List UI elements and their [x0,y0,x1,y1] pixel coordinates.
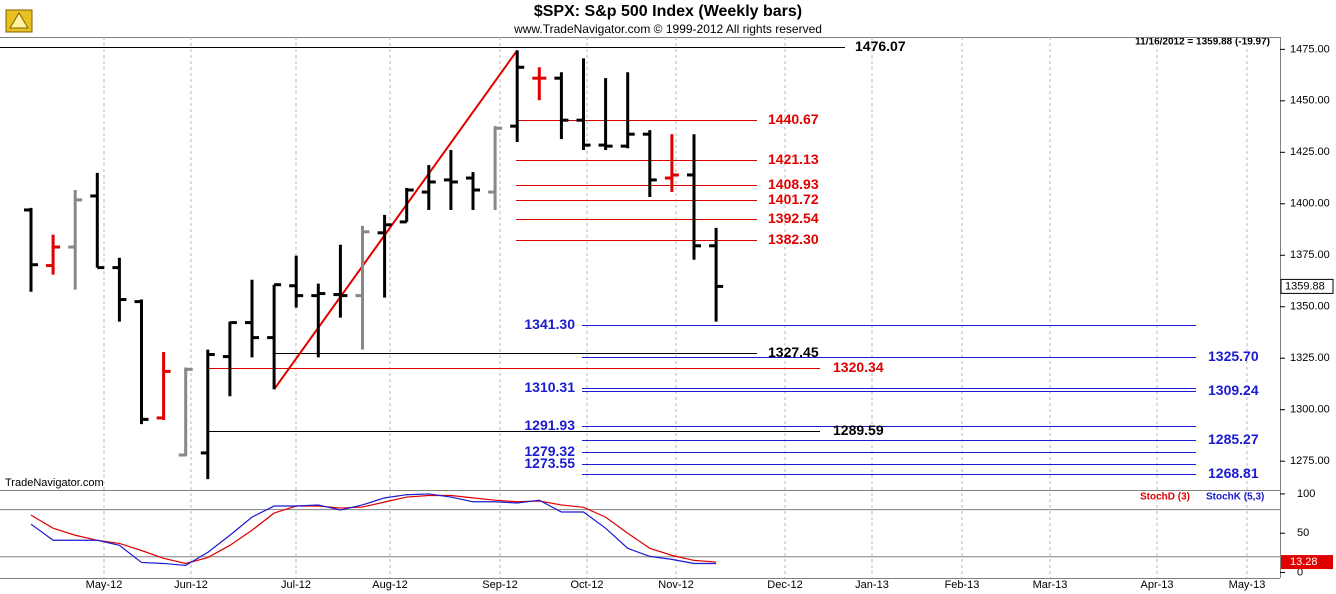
legend-entry: StochD (3) [1140,492,1190,503]
y-tick-label: 50 [1297,527,1309,539]
y-tick-label: 1375.00 [1290,249,1330,261]
level-label: 1273.55 [524,455,575,471]
level-label: 1382.30 [768,231,819,247]
x-tick-label: Aug-12 [372,579,407,591]
level-label: 1440.67 [768,111,819,127]
y-tick-label: 100 [1297,488,1315,500]
trendline [273,49,519,390]
level-label: 1421.13 [768,151,819,167]
level-label: 1285.27 [1208,431,1259,447]
y-tick-label: 1300.00 [1290,404,1330,416]
stoch-line [30,493,717,567]
x-tick-label: Jan-13 [855,579,889,591]
last-value-box [1281,555,1333,570]
level-label: 1341.30 [524,316,575,332]
last-value-label: 13.28 [1290,556,1318,568]
x-tick-label: Nov-12 [658,579,693,591]
last-price-label: 1359.88 [1285,280,1325,292]
logo-mark [9,12,29,29]
y-tick-label: 1350.00 [1290,301,1330,313]
stoch-line [30,494,717,565]
y-tick-label: 1475.00 [1290,43,1330,55]
legend-entry: StochK (5,3) [1206,492,1264,503]
x-tick-label: Dec-12 [767,579,802,591]
level-label: 1320.34 [833,359,884,375]
chart-title: $SPX: S&p 500 Index (Weekly bars) [534,3,802,20]
x-tick-label: Jun-12 [174,579,208,591]
level-label: 1401.72 [768,191,819,207]
y-tick-label: 1450.00 [1290,95,1330,107]
price-info: 11/16/2012 = 1359.88 (-19.97) [1135,37,1270,48]
y-tick-label: 1325.00 [1290,352,1330,364]
x-tick-label: Apr-13 [1140,579,1173,591]
x-tick-label: Jul-12 [281,579,311,591]
level-label: 1310.31 [524,379,575,395]
level-label: 1289.59 [833,422,884,438]
level-label: 1476.07 [855,38,906,54]
x-tick-label: Sep-12 [482,579,517,591]
logo [5,9,33,33]
level-label: 1279.32 [524,443,575,459]
watermark: TradeNavigator.com [5,477,104,489]
chart-subtitle: www.TradeNavigator.com © 1999-2012 All r… [513,22,822,36]
x-tick-label: Feb-13 [945,579,980,591]
x-tick-label: May-13 [1229,579,1266,591]
x-tick-label: Mar-13 [1033,579,1068,591]
y-tick-label: 1400.00 [1290,198,1330,210]
level-label: 1309.24 [1208,382,1259,398]
level-label: 1392.54 [768,210,819,226]
x-tick-label: Oct-12 [570,579,603,591]
y-tick-label: 1275.00 [1290,455,1330,467]
y-tick-label: 0 [1297,566,1303,578]
last-price-box [1280,278,1334,294]
level-label: 1408.93 [768,176,819,192]
level-label: 1291.93 [524,417,575,433]
level-label: 1327.45 [768,344,819,360]
y-tick-label: 1425.00 [1290,146,1330,158]
level-label: 1325.70 [1208,348,1259,364]
x-tick-label: May-12 [86,579,123,591]
level-label: 1268.81 [1208,465,1259,481]
